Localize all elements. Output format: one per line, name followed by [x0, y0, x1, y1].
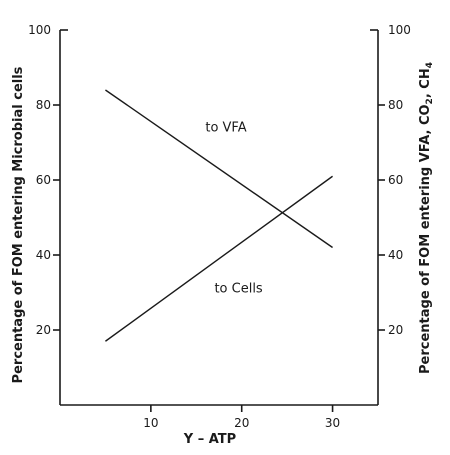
annotation-to-cells: to Cells — [214, 282, 262, 297]
right-tick-label-20: 20 — [388, 323, 403, 337]
chart-series — [105, 89, 333, 342]
right-axis-title-main: Percentage of FOM entering VFA, CO — [418, 104, 433, 374]
left-axis-title: Percentage of FOM entering Microbial cel… — [11, 66, 26, 383]
x-tick-label-20: 20 — [234, 416, 249, 430]
right-tick-label-40: 40 — [388, 248, 403, 262]
right-axis-title: Percentage of FOM entering VFA, CO2, CH4 — [418, 62, 435, 374]
chart-ticks: 10 20 30 20 40 60 80 100 20 40 60 80 100 — [28, 23, 411, 430]
left-tick-label-40: 40 — [36, 248, 51, 262]
right-axis-title-mid: , CH — [418, 68, 433, 98]
x-axis-title: Y – ATP — [183, 432, 236, 447]
right-tick-label-60: 60 — [388, 173, 403, 187]
right-tick-label-80: 80 — [388, 98, 403, 112]
right-tick-label-100: 100 — [388, 23, 411, 37]
left-tick-label-80: 80 — [36, 98, 51, 112]
right-axis-title-sub-4: 4 — [425, 62, 435, 68]
x-tick-label-10: 10 — [143, 416, 158, 430]
series-line-to-vfa — [105, 89, 333, 249]
chart-axes — [59, 29, 379, 406]
annotation-to-vfa: to VFA — [205, 120, 246, 135]
left-tick-label-100: 100 — [28, 23, 51, 37]
right-axis-title-sub-2: 2 — [425, 98, 435, 104]
series-line-to-cells — [105, 175, 333, 342]
x-tick-label-30: 30 — [325, 416, 340, 430]
left-tick-label-20: 20 — [36, 323, 51, 337]
left-tick-label-60: 60 — [36, 173, 51, 187]
chart-labels: Y – ATP Percentage of FOM entering Micro… — [11, 62, 435, 447]
